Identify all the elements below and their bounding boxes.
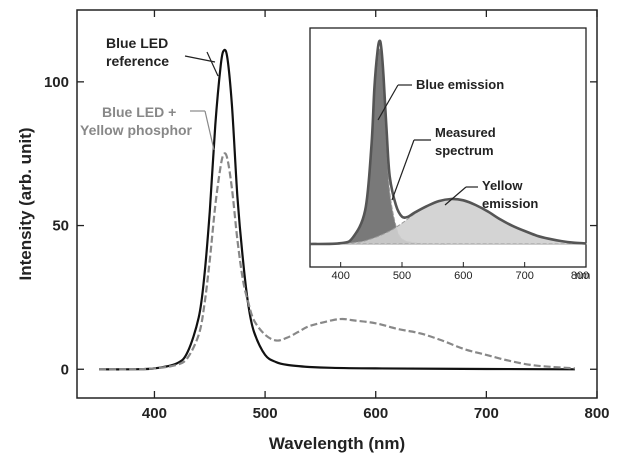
x-tick-label-800: 800	[584, 405, 609, 422]
inset-x-tick-label-800: 800	[571, 270, 589, 282]
x-axis-title: Wavelength (nm)	[269, 434, 405, 453]
inset-annotation-blue-emission: Blue emission	[416, 77, 504, 92]
y-tick-label-100: 100	[44, 74, 69, 91]
inset-annotation-yellow-line2: emission	[482, 196, 538, 211]
x-axis-ticks: 400 500 600 700 800	[142, 10, 610, 422]
x-tick-label-500: 500	[253, 405, 278, 422]
y-tick-label-50: 50	[52, 218, 69, 235]
inset-leader-yellow-2	[444, 186, 467, 206]
annotation-leader-reference-2	[206, 51, 219, 77]
inset-series-group	[309, 39, 587, 246]
x-tick-label-600: 600	[363, 405, 388, 422]
inset-leader-measured-2	[391, 139, 415, 201]
main-series-group	[99, 48, 575, 371]
inset-annotation-yellow-line1: Yellow	[482, 178, 523, 193]
y-tick-label-0: 0	[61, 361, 69, 378]
annotation-blue-led-phosphor-line2: Yellow phosphor	[80, 122, 193, 138]
inset-annotation-measured-line1: Measured	[435, 125, 496, 140]
series-line-blue-led-reference	[99, 48, 575, 371]
inset-line-measured-spectrum	[309, 39, 587, 246]
y-axis-ticks: 0 50 100	[44, 74, 597, 378]
inset-x-tick-label-600: 600	[454, 270, 472, 282]
inset-leader-blue-2	[377, 84, 399, 121]
annotation-blue-led-phosphor-line1: Blue LED +	[102, 104, 176, 120]
x-tick-label-700: 700	[474, 405, 499, 422]
annotation-blue-led-reference-line2: reference	[106, 53, 169, 69]
y-axis-title: Intensity (arb. unit)	[16, 128, 35, 281]
inset-x-tick-label-700: 700	[515, 270, 533, 282]
annotation-blue-led-reference-line1: Blue LED	[106, 35, 168, 51]
inset-x-axis-ticks: 400 500 600 700 800	[331, 262, 589, 282]
inset-x-tick-label-500: 500	[393, 270, 411, 282]
annotation-leader-phosphor-2	[204, 110, 215, 151]
x-tick-label-400: 400	[142, 405, 167, 422]
inset-annotation-measured-line2: spectrum	[435, 143, 494, 158]
inset-x-tick-label-400: 400	[331, 270, 349, 282]
annotation-leader-reference	[184, 55, 216, 63]
series-line-blue-led-yellow-phosphor	[99, 152, 575, 371]
inset-x-unit: nm	[575, 270, 590, 282]
